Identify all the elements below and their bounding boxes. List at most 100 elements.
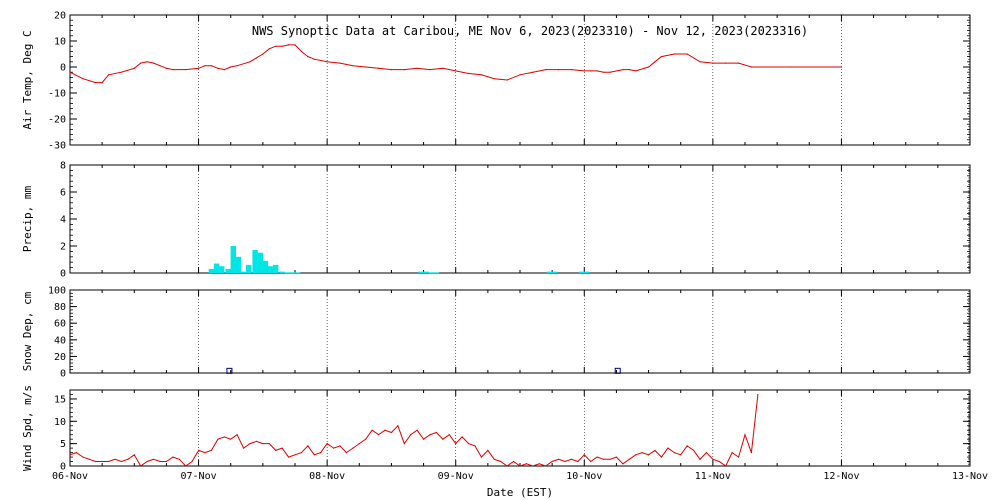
air_temp-data-point — [275, 45, 277, 47]
wind_speed-data-point — [82, 456, 84, 458]
wind_speed-data-point — [519, 465, 521, 466]
wind_speed-data-point — [577, 460, 579, 463]
air_temp-data-point — [70, 71, 71, 73]
wind_speed-data-point — [590, 460, 592, 463]
x-tick-label: 08-Nov — [309, 471, 345, 482]
air_temp-data-point — [390, 69, 393, 71]
air_temp-data-point — [223, 69, 225, 71]
air_temp-data-point — [262, 53, 264, 55]
air_temp-data-point — [268, 48, 270, 50]
wind_speed-data-point — [725, 465, 727, 466]
wind_speed-data-point — [352, 447, 354, 449]
wind_speed-data-point — [70, 454, 71, 456]
wind_speed-data-point — [140, 465, 142, 466]
air_temp-data-point — [660, 56, 663, 58]
wind_speed-data-point — [705, 451, 708, 454]
air_temp-data-point — [236, 65, 238, 67]
wind_speed-data-point — [538, 463, 540, 465]
precip-bar — [246, 264, 252, 273]
precip-bar — [423, 271, 429, 273]
wind_speed-data-point — [583, 454, 585, 456]
wind_speed-data-point — [390, 431, 393, 434]
air_temp-data-point — [750, 66, 753, 68]
wind_speed-data-point — [185, 465, 187, 466]
wind_speed-data-point — [371, 429, 373, 431]
air_temp-data-point — [287, 44, 290, 46]
wind_speed-data-point — [236, 434, 238, 436]
wind_speed-data-point — [532, 465, 534, 466]
precip-bar — [552, 271, 558, 273]
x-tick-label: 11-Nov — [695, 471, 731, 482]
wind_speed-data-point — [564, 460, 566, 463]
air_temp-y-tick-label: 0 — [60, 63, 66, 74]
air_temp-data-point — [590, 70, 592, 72]
precip-bar — [418, 271, 424, 273]
wind_speed-data-point — [172, 456, 174, 458]
air_temp-data-point — [210, 65, 213, 67]
wind_speed-data-point — [422, 438, 425, 440]
wind_speed-data-point — [210, 449, 213, 451]
air_temp-data-point — [159, 65, 161, 67]
wind_speed-data-point — [667, 447, 669, 449]
air_temp-data-point — [737, 62, 740, 64]
precip-frame — [69, 164, 971, 274]
air_temp-data-point — [602, 71, 605, 73]
wind_speed-data-point — [570, 458, 573, 460]
air_temp-data-point — [197, 67, 200, 69]
air_temp-data-point — [377, 67, 380, 69]
wind_speed-data-point — [628, 458, 630, 460]
wind_speed-data-point — [487, 449, 489, 451]
x-axis-label: Date (EST) — [487, 486, 553, 499]
air_temp-data-point — [455, 70, 457, 72]
wind_speed-data-point — [551, 460, 553, 463]
x-tick-label: 09-Nov — [438, 471, 474, 482]
air_temp-data-point — [596, 70, 598, 72]
air_temp-data-point — [429, 69, 431, 71]
x-tick-label: 10-Nov — [566, 471, 602, 482]
wind_speed-data-point — [480, 456, 483, 458]
snow_depth-y-tick-label: 60 — [54, 319, 66, 330]
x-tick-label: 13-Nov — [952, 471, 988, 482]
wind_speed-data-point — [281, 447, 283, 449]
wind_speed-data-point — [692, 449, 695, 451]
precip-bar — [262, 260, 269, 273]
wind_speed-data-point — [506, 465, 508, 466]
snow_depth-y-tick-label: 0 — [60, 369, 66, 380]
wind_speed-data-point — [384, 429, 386, 431]
air_temp-y-axis-label: Air Temp, Deg C — [21, 30, 34, 129]
wind_speed-data-point — [647, 454, 650, 456]
air_temp-data-point — [635, 70, 637, 72]
air_temp-data-point — [532, 71, 534, 73]
precip-bar — [428, 272, 434, 274]
air_temp-data-point — [699, 61, 701, 63]
wind_speed-data-point — [345, 451, 348, 454]
wind_speed-data-point — [133, 454, 135, 456]
precip-bar — [240, 271, 247, 273]
wind_speed-y-tick-label: 5 — [60, 439, 66, 450]
air_temp-series-line — [70, 44, 842, 84]
wind_speed-data-point — [673, 451, 675, 454]
x-tick-label: 12-Nov — [823, 471, 859, 482]
wind_speed-data-point — [512, 460, 515, 463]
air_temp-data-point — [609, 71, 611, 73]
wind_speed-y-tick-label: 10 — [54, 417, 66, 428]
air_temp-data-point — [840, 66, 843, 68]
wind_speed-data-point — [358, 443, 360, 445]
wind_speed-data-point — [744, 434, 746, 436]
wind_speed-data-point — [737, 456, 740, 458]
precip-y-tick-label: 0 — [60, 269, 66, 280]
air_temp-data-point — [673, 53, 675, 55]
air_temp-data-point — [307, 56, 309, 58]
wind_speed-data-point — [429, 434, 431, 436]
precip-bar — [267, 266, 274, 273]
wind_speed-data-point — [461, 436, 463, 438]
air_temp-data-point — [165, 67, 168, 69]
wind_speed-data-point — [615, 456, 618, 458]
air_temp-data-point — [686, 53, 688, 55]
air_temp-data-point — [365, 66, 367, 68]
wind_speed-data-point — [500, 460, 502, 463]
wind_speed-data-point — [377, 434, 380, 436]
wind_speed-data-point — [146, 460, 148, 463]
snow_depth-marker — [614, 367, 621, 374]
air_temp-data-point — [480, 74, 483, 76]
